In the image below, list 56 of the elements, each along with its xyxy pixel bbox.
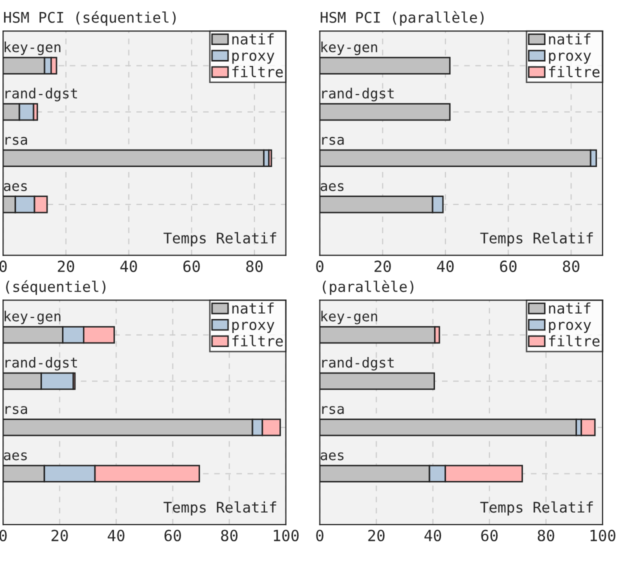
legend-label: filtre bbox=[549, 66, 600, 78]
x-tick-label: 60 bbox=[500, 260, 517, 272]
legend-label: proxy bbox=[232, 322, 274, 333]
x-tick-label: 0 bbox=[316, 260, 324, 272]
x-tick-label: 0 bbox=[316, 530, 324, 542]
y-tick-label: key-gen bbox=[4, 310, 60, 324]
legend-label: proxy bbox=[549, 322, 592, 333]
x-tick-label: 20 bbox=[52, 530, 68, 542]
y-tick-label: rand-dgst bbox=[322, 356, 394, 371]
y-tick-label: rand-dgst bbox=[6, 88, 77, 102]
chart-title: HSM PCI (séquentiel) bbox=[4, 11, 176, 26]
x-tick-label: 20 bbox=[368, 530, 385, 542]
x-tick-label: 60 bbox=[183, 260, 200, 272]
x-tick-label: 60 bbox=[481, 530, 498, 542]
y-tick-label: rsa bbox=[322, 406, 344, 414]
y-tick-label: aes bbox=[4, 452, 27, 460]
legend-label: natif bbox=[232, 33, 274, 45]
legend-label: filtre bbox=[232, 335, 283, 347]
x-tick-label: 40 bbox=[108, 530, 124, 542]
x-axis-title: Temps Relatif bbox=[164, 501, 276, 516]
legend-label: proxy bbox=[549, 52, 592, 64]
y-tick-label: rsa bbox=[6, 136, 27, 145]
y-tick-label: rsa bbox=[322, 136, 344, 145]
y-tick-label: rand-dgst bbox=[6, 356, 77, 371]
y-tick-label: key-gen bbox=[321, 42, 378, 56]
y-tick-label: aes bbox=[4, 183, 27, 192]
x-tick-label: 80 bbox=[562, 260, 580, 272]
legend-label: proxy bbox=[232, 52, 274, 64]
x-tick-label: 80 bbox=[221, 530, 238, 542]
y-tick-label: aes bbox=[320, 452, 344, 460]
y-tick-label: key-gen bbox=[321, 310, 378, 324]
x-axis-title: Temps Relatif bbox=[480, 501, 593, 516]
x-tick-label: 20 bbox=[58, 260, 74, 272]
x-tick-label: 100 bbox=[590, 530, 616, 542]
x-tick-label: 40 bbox=[120, 260, 137, 272]
legend-label: filtre bbox=[232, 66, 283, 78]
x-tick-label: 80 bbox=[538, 530, 554, 542]
y-tick-label: key-gen bbox=[4, 42, 60, 56]
y-tick-label: rsa bbox=[6, 406, 27, 414]
legend-label: natif bbox=[549, 33, 590, 45]
x-tick-label: 20 bbox=[374, 260, 391, 272]
x-tick-label: 40 bbox=[437, 260, 454, 272]
y-tick-label: rand-dgst bbox=[322, 88, 394, 102]
x-axis-title: Temps Relatif bbox=[164, 232, 276, 246]
legend-label: natif bbox=[232, 302, 274, 314]
chart-title: (séquentiel) bbox=[6, 280, 106, 295]
legend-label: filtre bbox=[549, 335, 600, 347]
y-tick-label: aes bbox=[320, 183, 344, 192]
x-tick-label: 40 bbox=[424, 530, 442, 542]
chart-title: (parallèle) bbox=[322, 280, 414, 295]
x-tick-label: 60 bbox=[164, 530, 181, 542]
x-tick-label: 100 bbox=[274, 530, 299, 542]
legend-label: natif bbox=[549, 302, 590, 314]
chart-title: HSM PCI (parallèle) bbox=[320, 11, 484, 26]
x-tick-label: 80 bbox=[246, 260, 263, 272]
x-axis-title: Temps Relatif bbox=[480, 232, 593, 246]
